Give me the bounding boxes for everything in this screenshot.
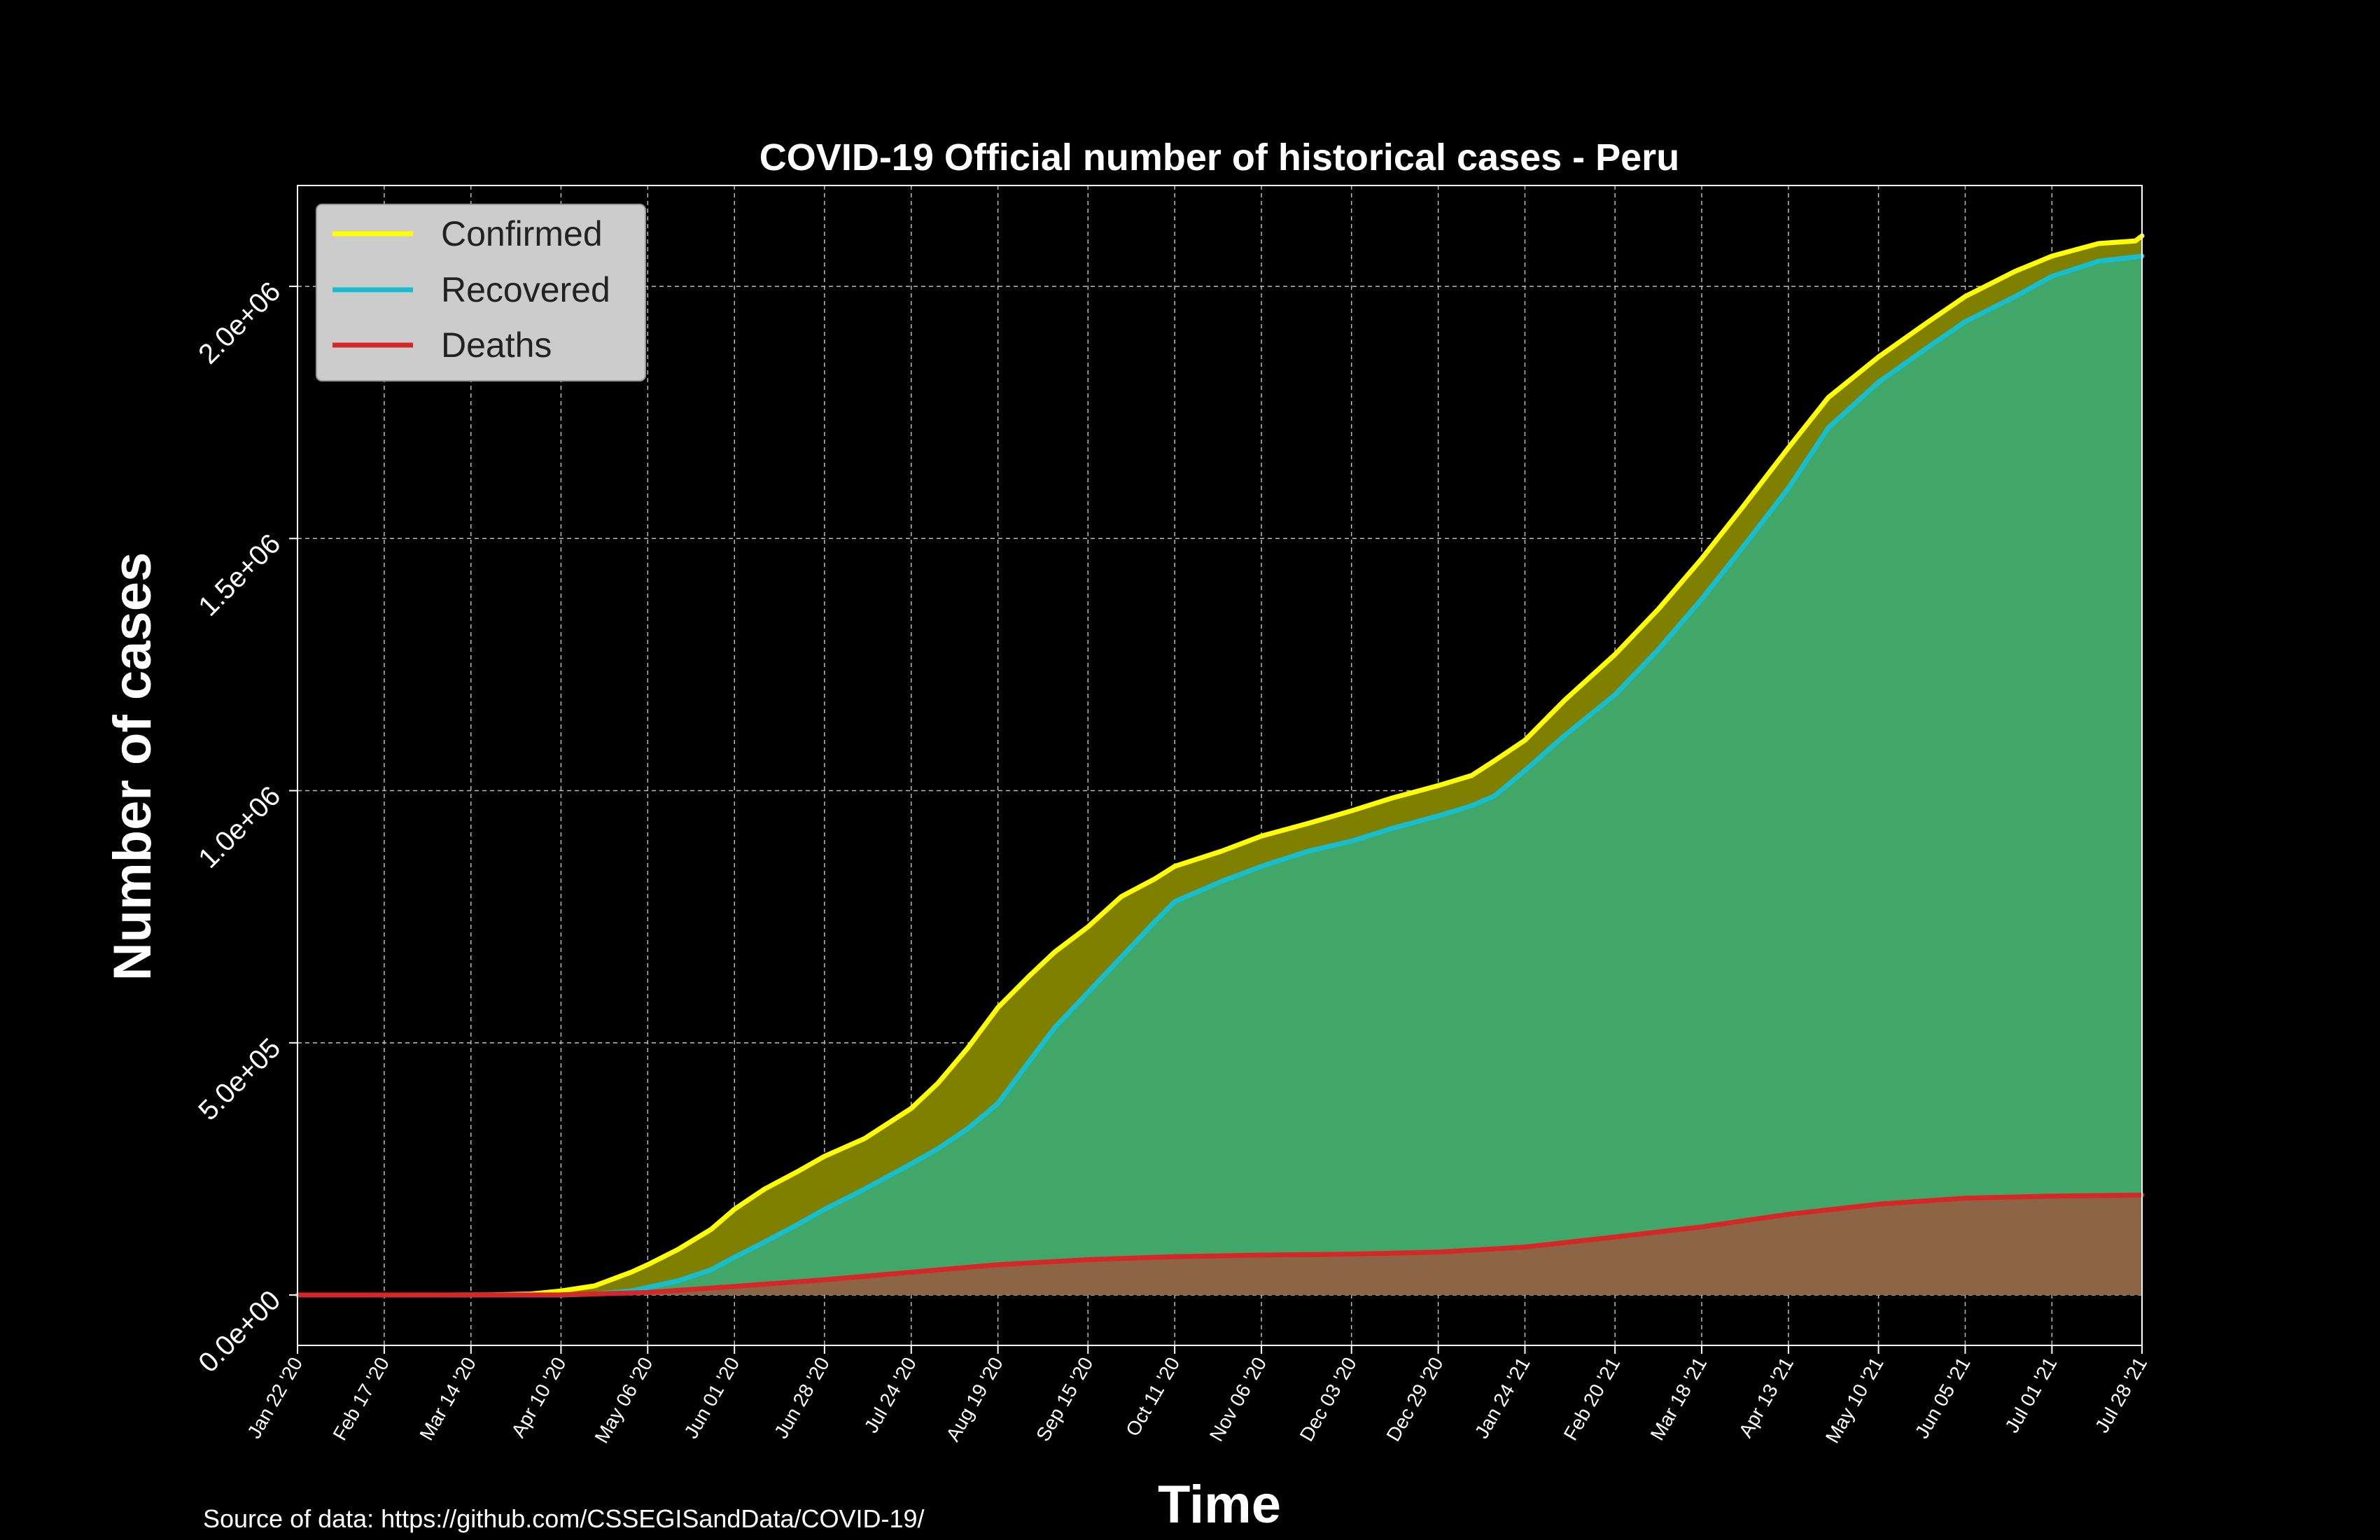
y-axis-label: Number of cases [103, 552, 162, 981]
x-axis-label: Time [1158, 1475, 1281, 1534]
line-deaths [295, 1192, 2145, 1298]
source-note: Source of data: https://github.com/CSSEG… [203, 1504, 925, 1533]
series-areas [298, 236, 2142, 1295]
series-lines [295, 233, 2145, 1298]
chart-title: COVID-19 Official number of historical c… [760, 136, 1679, 178]
area-recovered [298, 255, 2142, 1295]
area-deaths [298, 1195, 2142, 1295]
line-confirmed [295, 233, 2145, 1298]
legend-label-confirmed: Confirmed [441, 214, 603, 253]
line-recovered [295, 253, 2145, 1298]
plot-frame [297, 185, 2143, 1346]
legend-label-deaths: Deaths [441, 326, 552, 365]
legend-box [316, 204, 646, 382]
legend-label-recovered: Recovered [441, 270, 610, 309]
legend: Confirmed Recovered Deaths [316, 204, 646, 382]
